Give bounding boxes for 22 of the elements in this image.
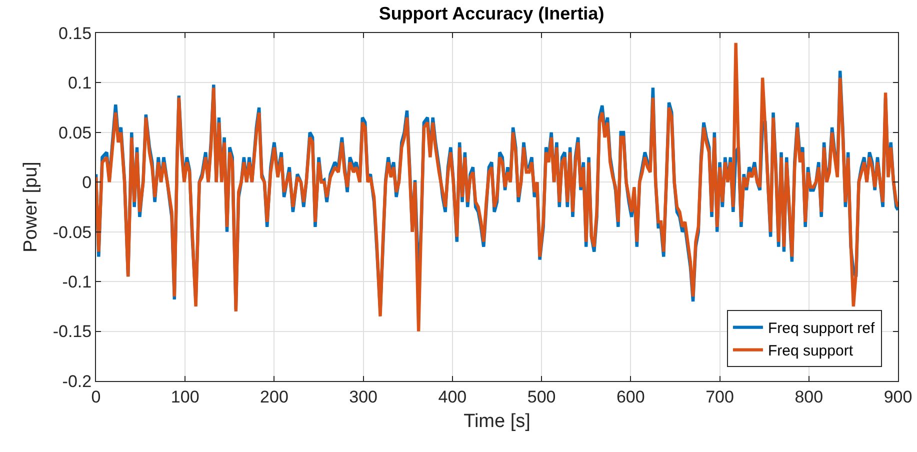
y-tick-label: 0.1 — [68, 74, 92, 93]
chart-title: Support Accuracy (Inertia) — [378, 3, 604, 24]
x-tick-label: 300 — [349, 387, 378, 406]
y-tick-label: 0 — [82, 173, 92, 192]
y-tick-label: -0.2 — [62, 372, 92, 391]
x-tick-label: 800 — [794, 387, 824, 406]
y-axis-title: Power [pu] — [20, 162, 42, 252]
x-tick-label: 200 — [260, 387, 288, 406]
legend-label: Freq support — [768, 342, 854, 360]
y-tick-label: -0.1 — [62, 272, 92, 292]
y-tick-label: -0.05 — [52, 222, 92, 242]
y-tick-label: 0.05 — [58, 123, 92, 142]
x-tick-label: 900 — [884, 387, 912, 406]
x-axis-title: Time [s] — [464, 411, 530, 432]
y-tick-label: -0.15 — [52, 322, 92, 342]
x-tick-label: 400 — [438, 387, 467, 406]
x-tick-label: 100 — [170, 387, 200, 406]
x-tick-label: 500 — [527, 387, 556, 406]
legend-label: Freq support ref — [768, 320, 876, 338]
y-tick-label: 0.15 — [58, 24, 92, 43]
x-tick-label: 700 — [706, 387, 734, 406]
x-tick-label: 600 — [616, 387, 645, 406]
